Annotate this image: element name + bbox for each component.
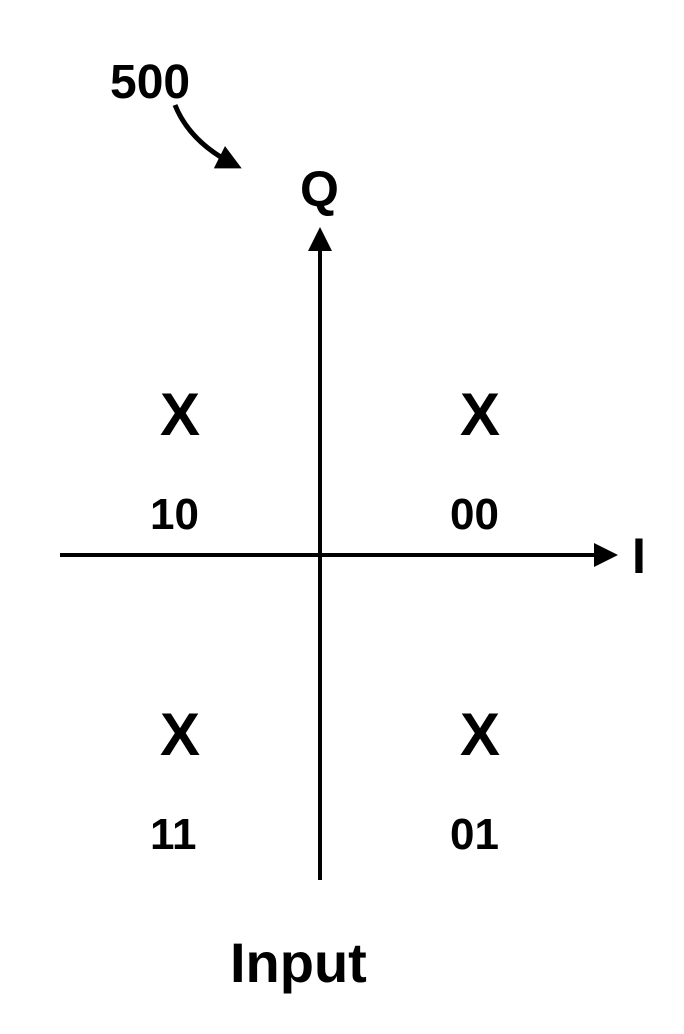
constellation-marker-q2: X: [160, 380, 200, 449]
constellation-bits-q4: 01: [450, 810, 499, 860]
constellation-marker-q4: X: [460, 700, 500, 769]
constellation-bits-q3: 11: [150, 810, 197, 860]
constellation-bits-q2: 10: [150, 490, 199, 540]
constellation-marker-q1: X: [460, 380, 500, 449]
constellation-bits-q1: 00: [450, 490, 499, 540]
constellation-marker-q3: X: [160, 700, 200, 769]
constellation-points: X 10 X 00 X 11 X 01: [0, 0, 684, 1034]
constellation-figure: 500 Q I Input X10X00X11X01: [0, 0, 684, 1034]
